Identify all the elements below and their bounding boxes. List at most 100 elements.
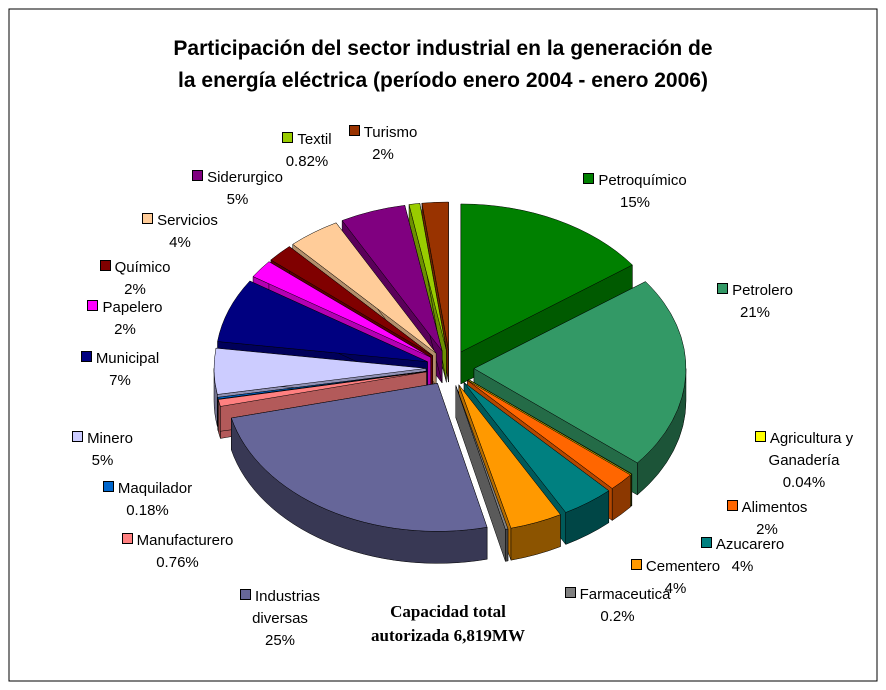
value-label: 7% <box>109 372 131 389</box>
category-name: Alimentos <box>741 499 808 516</box>
category-name: Petrolero <box>732 282 793 299</box>
value-label: 5% <box>91 452 114 469</box>
legend-swatch <box>348 125 360 136</box>
slice <box>292 222 437 354</box>
legend-swatch <box>102 481 114 492</box>
slice <box>460 203 633 353</box>
slice <box>270 246 433 356</box>
value-label: 21% <box>739 304 771 321</box>
slice-label: Industrias diversas 25% <box>225 586 335 652</box>
slice <box>217 371 427 407</box>
legend-swatch <box>564 587 576 598</box>
slice-label: Municipal 7% <box>70 348 170 392</box>
legend-swatch <box>583 173 595 184</box>
category-name: Agricultura y Ganadería <box>768 430 854 469</box>
legend-swatch <box>121 533 133 544</box>
value-label: 0.04% <box>782 474 826 491</box>
slice <box>341 205 443 352</box>
category-name: Industrias diversas <box>252 588 321 627</box>
category-name: Servicios <box>157 212 218 229</box>
legend-swatch <box>99 260 111 271</box>
annotation: autorizada 6,819MW <box>371 626 525 645</box>
legend-swatch <box>700 537 712 548</box>
legend-swatch <box>142 213 154 224</box>
slice-label: Maquilador 0.18% <box>85 478 210 522</box>
legend-swatch <box>282 132 294 143</box>
value-label: 2% <box>124 281 146 298</box>
slice-group <box>455 385 509 562</box>
slice-label: Minero 5% <box>70 428 135 472</box>
category-name: Papelero <box>102 299 163 316</box>
slice <box>252 261 431 358</box>
legend-swatch <box>239 589 251 600</box>
category-name: Textil <box>297 131 332 148</box>
slice-label: Siderurgico 5% <box>180 167 295 211</box>
slice <box>213 347 427 395</box>
legend-swatch <box>630 559 642 570</box>
value-label: 2% <box>756 521 778 538</box>
slice-label: Turismo 2% <box>338 122 428 166</box>
slice <box>217 280 428 362</box>
value-label: 0.82% <box>285 153 329 170</box>
slice-group <box>231 383 488 564</box>
value-label: 15% <box>619 194 651 211</box>
slice <box>408 203 447 351</box>
slice-label: Petroquímico 15% <box>555 170 715 214</box>
legend-swatch <box>754 431 766 442</box>
slice <box>421 201 449 351</box>
category-name: Maquilador <box>117 480 193 497</box>
slice <box>463 382 610 513</box>
annotation: Capacidad total <box>390 602 506 621</box>
chart-title: Participación del sector industrial en l… <box>173 37 712 60</box>
category-name: Farmaceutica <box>579 586 671 603</box>
slice-label: Manufacturero 0.76% <box>100 530 255 574</box>
category-name: Petroquímico <box>598 172 687 189</box>
category-name: Azucarero <box>715 536 785 553</box>
legend-swatch <box>80 351 92 362</box>
slice <box>468 379 633 475</box>
category-name: Turismo <box>363 124 418 141</box>
slice-label: Alimentos 2% <box>722 497 812 541</box>
slice-label: Textil 0.82% <box>268 129 346 173</box>
category-name: Cementero <box>645 558 721 575</box>
value-label: 5% <box>226 191 249 208</box>
legend-swatch <box>192 170 204 181</box>
slice <box>473 281 687 464</box>
legend-swatch <box>87 300 99 311</box>
slice <box>231 383 488 532</box>
value-label: 4% <box>664 580 687 597</box>
category-name: Minero <box>87 430 133 447</box>
slice <box>467 380 631 489</box>
slice-label: Agricultura y Ganadería 0.04% <box>745 428 863 494</box>
value-label: 0.2% <box>600 608 635 625</box>
slice-label: Azucarero 4% <box>700 534 785 578</box>
slice-side <box>505 528 509 562</box>
slice-label: Químico 2% <box>95 257 175 301</box>
value-label: 2% <box>372 146 394 163</box>
value-label: 25% <box>264 632 296 649</box>
category-name: Manufacturero <box>136 532 234 549</box>
category-name: Municipal <box>95 350 160 367</box>
slice-label: Papelero 2% <box>80 297 170 341</box>
slice-group <box>458 384 561 561</box>
value-label: 2% <box>114 321 136 338</box>
slice <box>217 371 427 400</box>
legend-swatch <box>726 500 738 511</box>
slice <box>458 384 561 529</box>
value-label: 0.18% <box>126 502 169 519</box>
category-name: Siderurgico <box>207 169 283 186</box>
pie <box>213 201 687 564</box>
slice-label: Petrolero 21% <box>700 280 810 324</box>
legend-swatch <box>717 283 729 294</box>
slice-label: Farmaceutica 0.2% <box>550 584 685 628</box>
legend-swatch <box>72 431 84 442</box>
chart-title: la energía eléctrica (período enero 2004… <box>178 69 708 92</box>
category-name: Químico <box>114 259 171 276</box>
slice-label: Servicios 4% <box>135 210 225 254</box>
value-label: 0.76% <box>156 554 199 571</box>
slice-label: Cementero 4% <box>628 556 723 600</box>
value-label: 4% <box>731 558 754 575</box>
value-label: 4% <box>169 234 191 251</box>
